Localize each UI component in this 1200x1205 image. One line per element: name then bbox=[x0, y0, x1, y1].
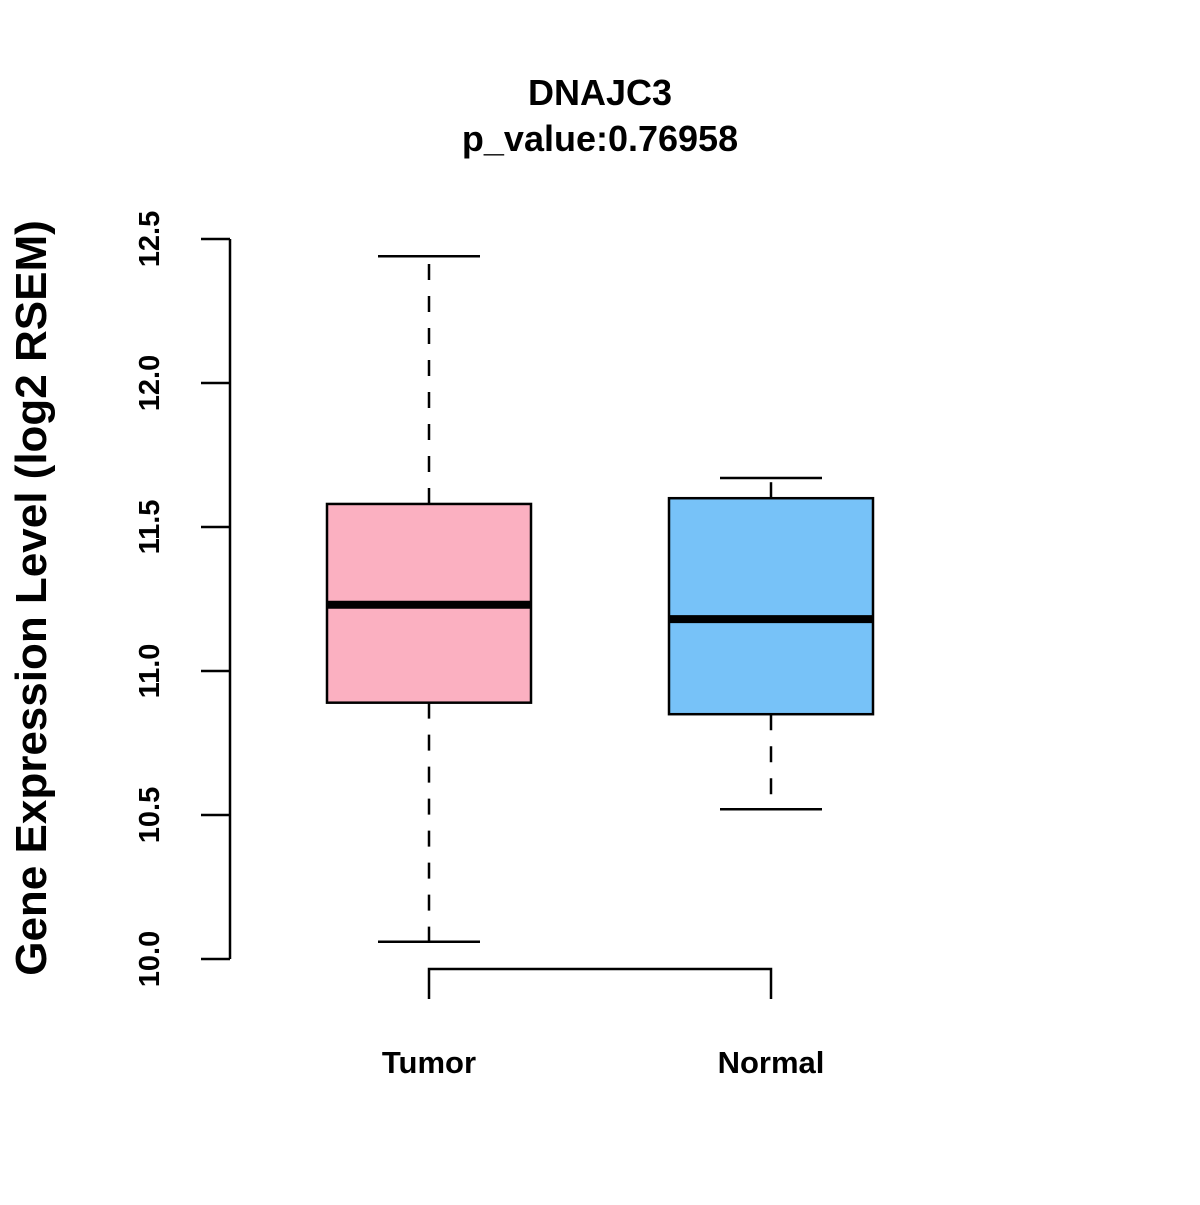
box-normal bbox=[667, 476, 875, 811]
y-tick-label: 12.0 bbox=[134, 355, 166, 411]
box-group bbox=[325, 255, 875, 943]
x-label-normal: Normal bbox=[718, 1045, 825, 1080]
x-label-tumor: Tumor bbox=[382, 1045, 476, 1080]
y-tick-label: 12.5 bbox=[134, 211, 166, 267]
box-tumor bbox=[325, 255, 533, 943]
y-tick-label: 11.5 bbox=[134, 500, 166, 555]
chart-subtitle: p_value:0.76958 bbox=[462, 118, 738, 159]
y-axis: 10.0 10.5 11.0 11.5 12.0 12.5 bbox=[134, 211, 232, 987]
comparison-bracket bbox=[427, 967, 773, 999]
y-tick-label: 10.0 bbox=[134, 931, 166, 987]
chart-title: DNAJC3 bbox=[528, 72, 672, 113]
bracket-line bbox=[427, 967, 773, 999]
x-axis: Tumor Normal bbox=[382, 1045, 824, 1080]
y-axis-label: Gene Expression Level (log2 RSEM) bbox=[7, 220, 56, 976]
y-tick-label: 11.0 bbox=[134, 644, 166, 699]
y-tick-label: 10.5 bbox=[134, 787, 166, 843]
box-body bbox=[667, 496, 875, 716]
